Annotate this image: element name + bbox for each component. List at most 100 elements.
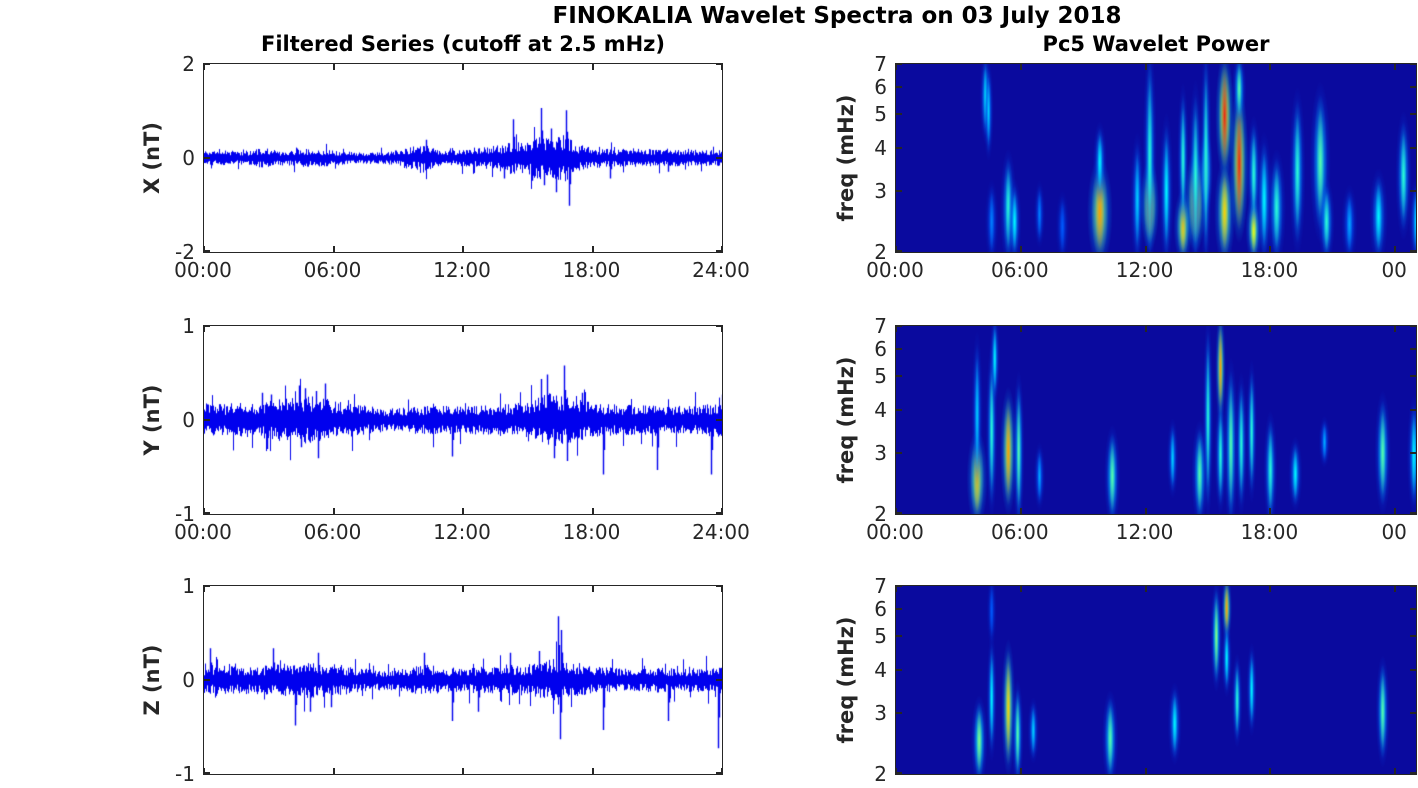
y-tick-mark bbox=[1410, 113, 1416, 115]
x-tick-mark bbox=[333, 64, 335, 70]
y-tick-mark bbox=[896, 669, 902, 671]
x-tick-label: 00:00 bbox=[174, 520, 232, 544]
x-tick-mark bbox=[1269, 768, 1271, 774]
y-tick-mark bbox=[896, 250, 902, 252]
y-tick-label: -1 bbox=[175, 762, 195, 786]
y-tick-mark bbox=[204, 157, 210, 159]
figure-title: FINOKALIA Wavelet Spectra on 03 July 201… bbox=[552, 3, 1122, 29]
y-tick-mark bbox=[716, 250, 722, 252]
y-tick-label: 4 bbox=[874, 658, 887, 683]
plot-z-wavelet-spectrogram bbox=[895, 585, 1417, 775]
y-tick-label: -2 bbox=[175, 240, 195, 264]
x-tick-mark bbox=[895, 586, 897, 592]
y-tick-mark bbox=[1410, 325, 1416, 327]
y-tick-mark bbox=[896, 113, 902, 115]
y-tick-mark bbox=[896, 190, 902, 192]
y-tick-mark bbox=[1410, 86, 1416, 88]
x-tick-label: 18:00 bbox=[1240, 258, 1299, 282]
y-tick-mark bbox=[716, 157, 722, 159]
x-tick-mark bbox=[1020, 508, 1022, 514]
y-tick-mark bbox=[896, 772, 902, 774]
y-tick-mark bbox=[716, 63, 722, 65]
y-tick-label: 6 bbox=[874, 337, 887, 362]
y-tick-mark bbox=[1410, 147, 1416, 149]
x-tick-label: 00 bbox=[1381, 258, 1407, 282]
y-tick-label: 3 bbox=[874, 701, 887, 726]
y-tick-mark bbox=[896, 608, 902, 610]
x-tick-mark bbox=[333, 326, 335, 332]
x-tick-label: 18:00 bbox=[562, 258, 621, 282]
y-tick-mark bbox=[1410, 772, 1416, 774]
x-tick-mark bbox=[1145, 64, 1147, 70]
x-tick-mark bbox=[721, 768, 723, 774]
x-tick-mark bbox=[1394, 768, 1396, 774]
y-tick-label: 7 bbox=[874, 52, 887, 76]
y-spectrogram-canvas bbox=[896, 326, 1416, 514]
x-tick-mark bbox=[333, 586, 335, 592]
y-tick-label: 0 bbox=[182, 668, 195, 692]
y-tick-mark bbox=[896, 512, 902, 514]
y-tick-mark bbox=[716, 325, 722, 327]
y-tick-mark bbox=[896, 712, 902, 714]
y-tick-mark bbox=[1410, 712, 1416, 714]
y-tick-label: 4 bbox=[874, 136, 887, 161]
y-tick-mark bbox=[204, 512, 210, 514]
x-tick-mark bbox=[895, 768, 897, 774]
y-tick-mark bbox=[1410, 512, 1416, 514]
y-tick-mark bbox=[896, 147, 902, 149]
x-tick-mark bbox=[592, 64, 594, 70]
x-tick-mark bbox=[1020, 586, 1022, 592]
y-tick-mark bbox=[204, 419, 210, 421]
y-tick-mark bbox=[896, 452, 902, 454]
y-tick-label: 3 bbox=[874, 441, 887, 466]
y-tick-mark bbox=[896, 86, 902, 88]
y-tick-mark bbox=[204, 250, 210, 252]
y-tick-mark bbox=[896, 635, 902, 637]
x-tick-mark bbox=[462, 246, 464, 252]
y-tick-mark bbox=[716, 419, 722, 421]
x-tick-mark bbox=[895, 64, 897, 70]
z-spectrogram-canvas bbox=[896, 586, 1416, 774]
y-tick-label: -1 bbox=[175, 502, 195, 526]
x-tick-mark bbox=[721, 508, 723, 514]
x-tick-mark bbox=[1269, 326, 1271, 332]
y-tick-mark bbox=[716, 512, 722, 514]
y-tick-label: 0 bbox=[182, 408, 195, 432]
x-tick-label: 00:00 bbox=[866, 258, 924, 282]
x-tick-mark bbox=[333, 768, 335, 774]
plot-x-filtered-series bbox=[203, 63, 723, 253]
x-tick-mark bbox=[1145, 246, 1147, 252]
y-tick-mark bbox=[716, 585, 722, 587]
y-tick-mark bbox=[204, 325, 210, 327]
y-tick-label: 5 bbox=[874, 102, 887, 127]
x-tick-mark bbox=[1145, 586, 1147, 592]
x-tick-label: 18:00 bbox=[562, 520, 621, 544]
x-tick-label: 06:00 bbox=[990, 258, 1049, 282]
x-tick-mark bbox=[721, 64, 723, 70]
y-tick-mark bbox=[1410, 452, 1416, 454]
y-tick-label: 7 bbox=[874, 314, 887, 338]
x-tick-mark bbox=[1145, 326, 1147, 332]
x-tick-mark bbox=[1020, 64, 1022, 70]
y-tick-label: 5 bbox=[874, 364, 887, 389]
x-tick-label: 06:00 bbox=[303, 258, 362, 282]
x-series-canvas bbox=[204, 64, 722, 252]
y-tick-label: 2 bbox=[874, 502, 887, 526]
plot-y-filtered-series bbox=[203, 325, 723, 515]
x-tick-label: 00 bbox=[1381, 520, 1407, 544]
x-tick-mark bbox=[1269, 508, 1271, 514]
x-tick-mark bbox=[1394, 64, 1396, 70]
right-column-title: Pc5 Wavelet Power bbox=[1042, 32, 1270, 56]
plot-x-wavelet-spectrogram bbox=[895, 63, 1417, 253]
y-tick-mark bbox=[896, 325, 902, 327]
x-spectrogram-canvas bbox=[896, 64, 1416, 252]
y-tick-label: 7 bbox=[874, 574, 887, 598]
x-tick-mark bbox=[1145, 508, 1147, 514]
x-tick-mark bbox=[1394, 586, 1396, 592]
x-tick-mark bbox=[462, 768, 464, 774]
y-tick-mark bbox=[204, 772, 210, 774]
y-tick-mark bbox=[1410, 608, 1416, 610]
y-tick-mark bbox=[896, 409, 902, 411]
x-tick-mark bbox=[1269, 64, 1271, 70]
y-tick-mark bbox=[1410, 190, 1416, 192]
